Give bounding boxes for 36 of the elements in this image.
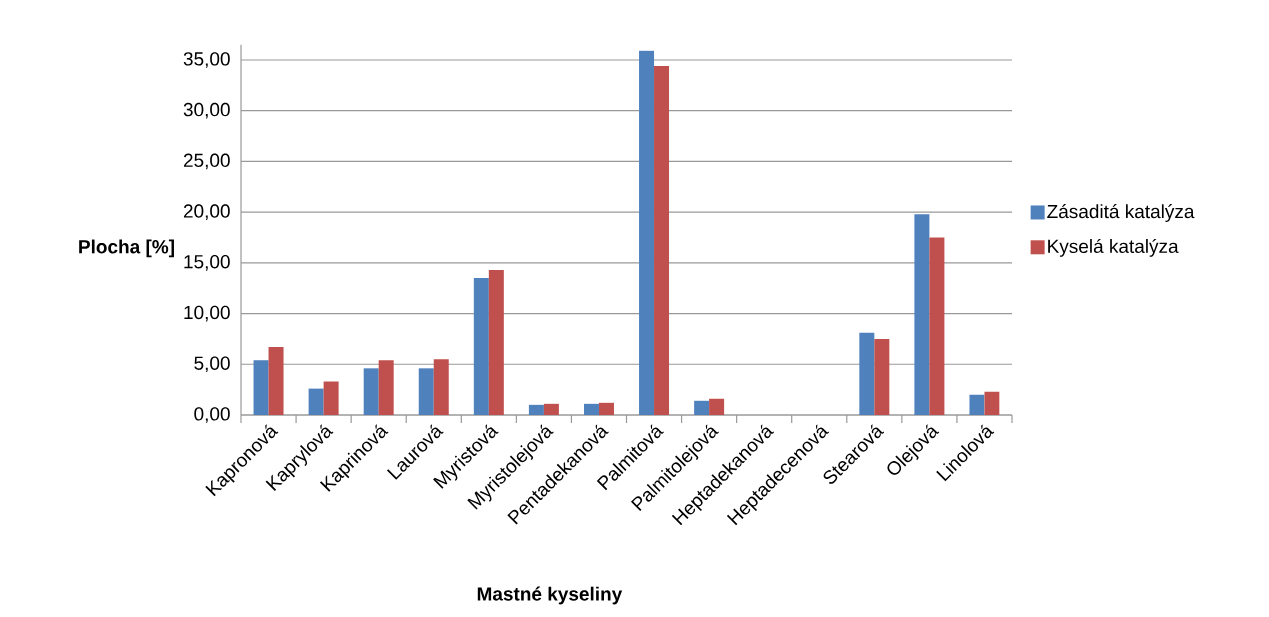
bar <box>583 403 599 415</box>
y-tick-label: 0,00 <box>194 407 230 423</box>
y-tick-label: 20,00 <box>183 204 230 220</box>
bar <box>308 388 324 415</box>
bar <box>694 400 710 415</box>
bar <box>253 360 269 415</box>
legend-label: Zásaditá katalýza <box>1047 204 1195 222</box>
y-tick-label: 25,00 <box>183 153 230 170</box>
bar <box>969 394 985 415</box>
bar <box>984 391 1000 415</box>
y-tick-label: 5,00 <box>194 356 230 373</box>
y-tick-label: 35,00 <box>183 52 230 68</box>
bar <box>433 359 449 415</box>
bar <box>709 398 725 415</box>
bar <box>473 278 489 415</box>
bar <box>874 338 890 415</box>
bar <box>929 237 945 415</box>
bar <box>598 402 614 415</box>
bar <box>914 214 930 415</box>
y-tick-label: 15,00 <box>184 255 230 271</box>
bar <box>543 403 559 415</box>
bar <box>323 381 339 415</box>
bar <box>654 66 670 415</box>
bar <box>363 368 379 415</box>
bar <box>528 404 544 415</box>
bar <box>859 332 875 415</box>
bar <box>268 347 284 415</box>
x-axis-title: Mastné kyseliny <box>477 586 623 605</box>
bar <box>418 368 434 415</box>
y-tick-label: 30,00 <box>183 102 230 119</box>
bar <box>639 50 655 415</box>
bar <box>488 269 504 415</box>
y-axis-title: Plocha [%] <box>79 239 174 258</box>
legend-label: Kyselá katalýza <box>1048 238 1179 257</box>
y-tick-label: 10,00 <box>184 305 230 322</box>
bar <box>378 360 394 415</box>
